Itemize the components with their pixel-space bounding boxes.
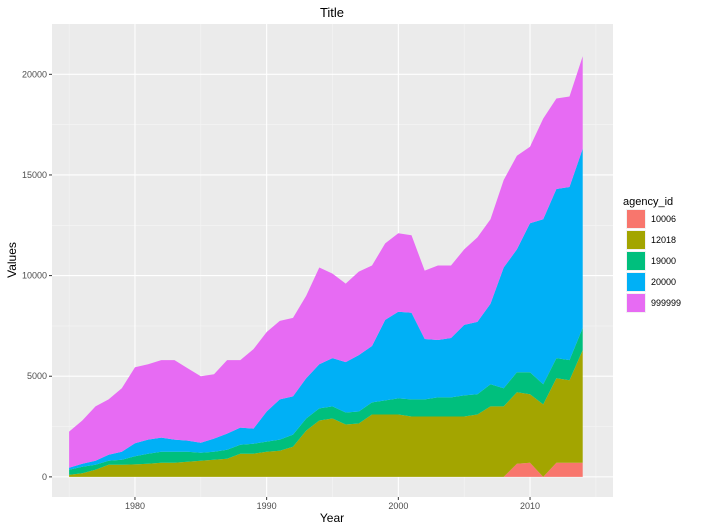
legend-swatch-20000 (627, 273, 645, 291)
y-tick-label: 5000 (27, 371, 47, 381)
y-tick-label: 10000 (22, 271, 47, 281)
legend-swatch-19000 (627, 252, 645, 270)
legend-swatch-10006 (627, 210, 645, 228)
area-series-20000 (69, 148, 583, 470)
area-series-10006 (69, 462, 583, 477)
y-tick-label: 0 (42, 472, 47, 482)
legend-label-12018: 12018 (651, 235, 676, 245)
legend-swatch-999999 (627, 294, 645, 312)
y-tick-label: 15000 (22, 170, 47, 180)
x-tick-label: 2000 (388, 501, 408, 511)
legend-label-20000: 20000 (651, 277, 676, 287)
legend: agency_id 10006 12018 19000 20000 999999 (623, 196, 681, 313)
legend-items: 10006 12018 19000 20000 999999 (626, 209, 681, 313)
area-series-19000 (69, 327, 583, 475)
x-tick-label: 1990 (257, 501, 277, 511)
x-tick-label: 2010 (520, 501, 540, 511)
chart-title: Title (320, 5, 344, 20)
x-axis-title: Year (320, 511, 344, 525)
legend-label-999999: 999999 (651, 298, 681, 308)
area-series-group (69, 56, 583, 477)
legend-label-10006: 10006 (651, 214, 676, 224)
area-series-12018 (69, 350, 583, 477)
y-tick-label: 20000 (22, 69, 47, 79)
legend-label-19000: 19000 (651, 256, 676, 266)
legend-swatch-12018 (627, 231, 645, 249)
legend-title: agency_id (623, 196, 673, 208)
area-series-999999 (69, 56, 583, 468)
y-axis: 0 5000 10000 15000 20000 (22, 69, 52, 482)
y-axis-title: Values (5, 242, 19, 278)
x-axis: 1980 1990 2000 2010 (125, 497, 540, 511)
x-tick-label: 1980 (125, 501, 145, 511)
